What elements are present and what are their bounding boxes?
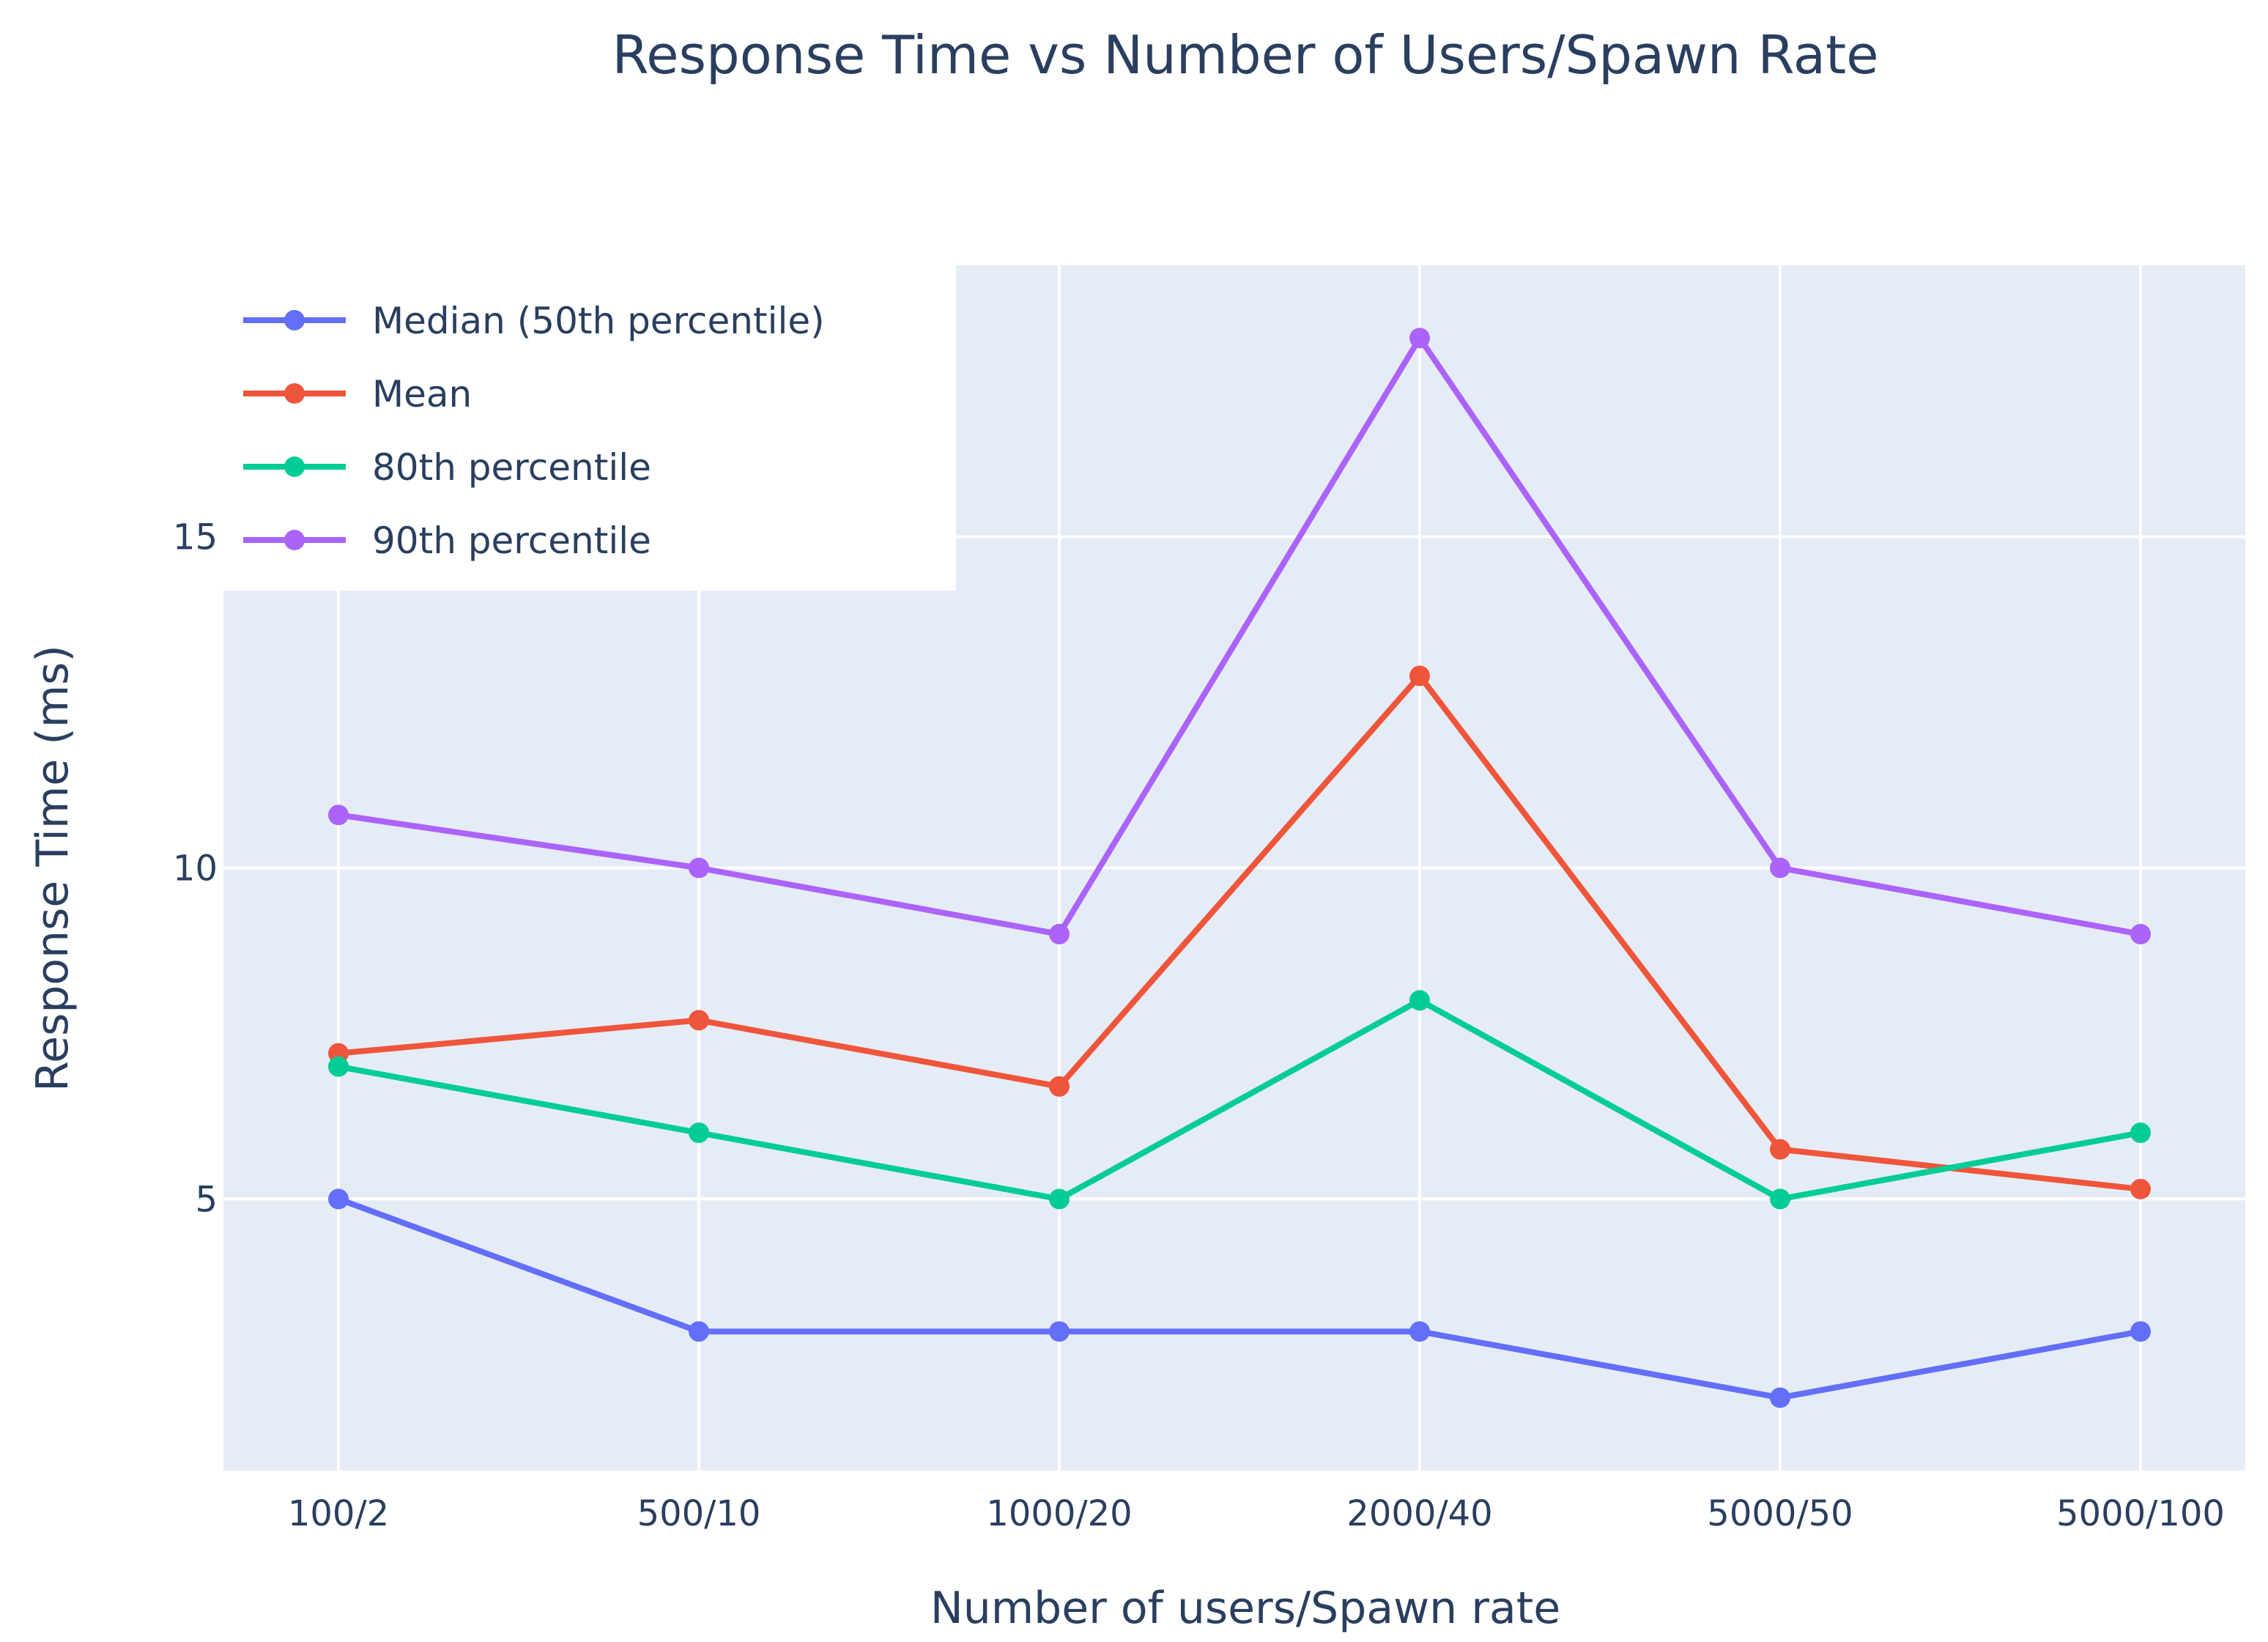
series-line bbox=[338, 997, 2141, 1202]
legend[interactable]: Median (50th percentile) Mean 80th percent… bbox=[223, 265, 956, 591]
legend-label: Mean bbox=[372, 373, 472, 415]
chart-title: Response Time vs Number of Users/Spawn R… bbox=[612, 24, 1878, 86]
y-tick-label: 5 bbox=[195, 1179, 218, 1220]
legend-item[interactable]: 90th percentile bbox=[243, 519, 651, 562]
legend-item[interactable]: 80th percentile bbox=[243, 446, 651, 489]
y-tick-label: 15 bbox=[173, 517, 218, 558]
legend-swatch-marker bbox=[284, 383, 305, 404]
legend-item[interactable]: Median (50th percentile) bbox=[243, 300, 825, 342]
data-point[interactable] bbox=[2130, 1123, 2151, 1144]
data-point[interactable] bbox=[1049, 923, 1070, 944]
x-axis-title: Number of users/Spawn rate bbox=[930, 1583, 1560, 1634]
data-point[interactable] bbox=[689, 1123, 709, 1144]
series-median-50th-percentile bbox=[328, 1188, 2151, 1408]
series-80th-percentile bbox=[328, 990, 2151, 1210]
x-tick-label: 2000/40 bbox=[1346, 1493, 1492, 1534]
legend-swatch-marker bbox=[284, 530, 305, 550]
data-point[interactable] bbox=[1049, 1076, 1070, 1097]
data-point[interactable] bbox=[2130, 1321, 2151, 1342]
y-tick-labels: 5 10 15 bbox=[173, 517, 218, 1221]
series-line bbox=[338, 335, 2141, 937]
series-lines bbox=[328, 328, 2151, 1408]
data-point[interactable] bbox=[1049, 1321, 1070, 1342]
x-tick-label: 5000/50 bbox=[1707, 1493, 1853, 1534]
x-tick-label: 500/10 bbox=[637, 1493, 761, 1534]
legend-item[interactable]: Mean bbox=[243, 373, 472, 415]
data-point[interactable] bbox=[1770, 857, 1790, 879]
data-point[interactable] bbox=[2130, 923, 2151, 944]
data-point[interactable] bbox=[1409, 665, 1430, 687]
x-tick-label: 100/2 bbox=[288, 1493, 389, 1534]
data-point[interactable] bbox=[1049, 1188, 1070, 1210]
series-90th-percentile bbox=[328, 328, 2151, 944]
data-point[interactable] bbox=[1409, 990, 1430, 1011]
series-line bbox=[337, 1196, 2141, 1401]
data-point[interactable] bbox=[689, 857, 709, 879]
data-point[interactable] bbox=[1409, 328, 1430, 349]
series-mean bbox=[328, 665, 2151, 1199]
legend-label: Median (50th percentile) bbox=[372, 300, 825, 342]
data-point[interactable] bbox=[1770, 1188, 1790, 1210]
data-point[interactable] bbox=[1770, 1139, 1790, 1160]
legend-swatch-marker bbox=[284, 310, 305, 330]
x-tick-label: 5000/100 bbox=[2056, 1493, 2225, 1534]
series-line bbox=[338, 673, 2141, 1192]
legend-label: 90th percentile bbox=[372, 519, 651, 562]
data-point[interactable] bbox=[328, 1188, 349, 1210]
y-axis-title: Response Time (ms) bbox=[27, 645, 78, 1092]
legend-label: 80th percentile bbox=[372, 446, 651, 489]
data-point[interactable] bbox=[1409, 1321, 1430, 1342]
data-point[interactable] bbox=[1770, 1387, 1790, 1408]
x-tick-labels: 100/2 500/10 1000/20 2000/40 5000/50 5000/100 bbox=[288, 1493, 2225, 1534]
data-point[interactable] bbox=[689, 1321, 709, 1342]
data-point[interactable] bbox=[2130, 1178, 2151, 1199]
legend-swatch-marker bbox=[284, 456, 305, 477]
x-tick-label: 1000/20 bbox=[986, 1493, 1132, 1534]
data-point[interactable] bbox=[689, 1010, 709, 1031]
data-point[interactable] bbox=[328, 805, 349, 826]
y-tick-label: 10 bbox=[173, 848, 218, 890]
data-point[interactable] bbox=[328, 1056, 349, 1077]
